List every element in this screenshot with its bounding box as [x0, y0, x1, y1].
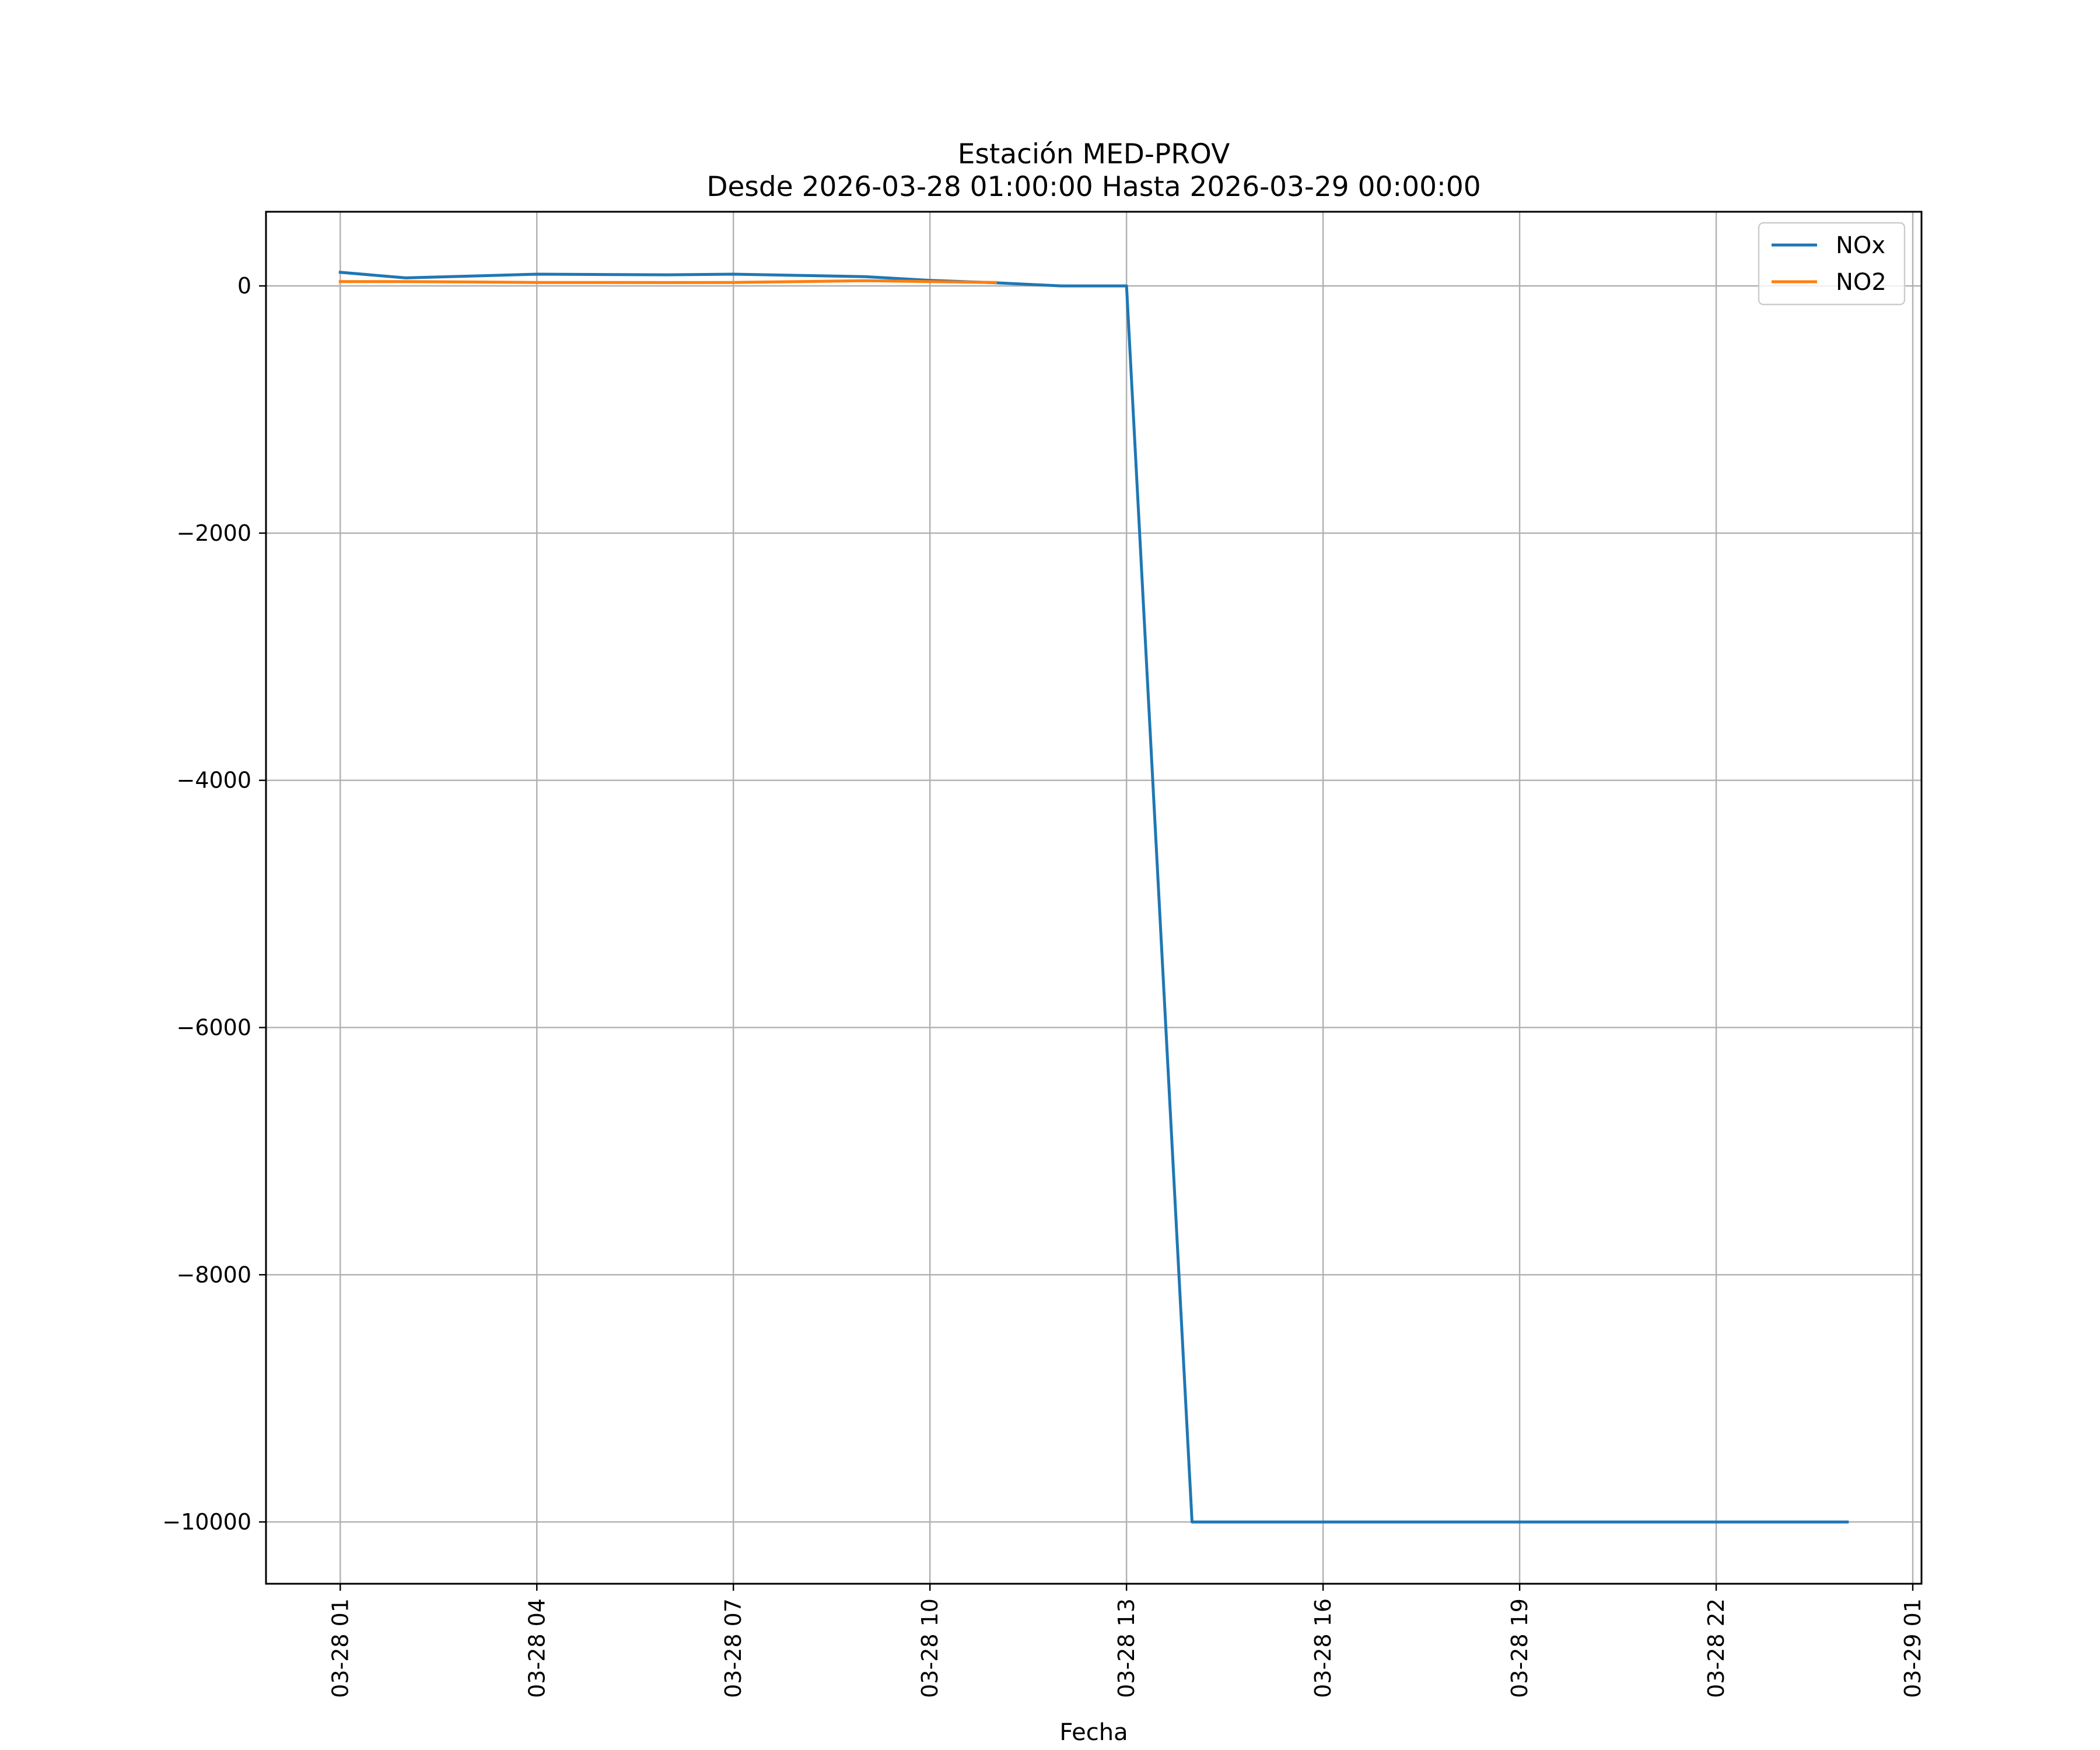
grid-lines [266, 212, 1922, 1584]
legend-label-nox: NOx [1836, 232, 1885, 259]
legend: NOx NO2 [1758, 222, 1906, 306]
chart-subtitle: Desde 2026-03-28 01:00:00 Hasta 2026-03-… [706, 171, 1480, 203]
x-tick-label: 03-28 16 [1310, 1598, 1336, 1698]
x-axis-ticks: 03-28 01 03-28 04 03-28 07 03-28 10 03-28 13… [327, 1584, 1926, 1698]
x-tick-label: 03-28 04 [524, 1598, 550, 1698]
y-tick-label: 0 [237, 273, 251, 299]
series-line-nox [338, 271, 1849, 1524]
y-tick-label: −10000 [162, 1509, 251, 1535]
legend-box [1758, 222, 1906, 306]
plot-area-frame [265, 211, 1923, 1585]
y-tick-label: −2000 [176, 520, 251, 546]
series-lines [338, 271, 1849, 1524]
x-tick-label: 03-28 22 [1703, 1598, 1729, 1698]
y-tick-label: −6000 [176, 1014, 251, 1040]
x-tick-label: 03-29 01 [1900, 1598, 1926, 1698]
x-tick-label: 03-28 01 [327, 1598, 353, 1698]
y-tick-label: −4000 [176, 768, 251, 793]
x-tick-label: 03-28 07 [720, 1598, 746, 1698]
x-tick-label: 03-28 13 [1114, 1598, 1139, 1698]
series-line-no2 [338, 279, 998, 284]
legend-label-no2: NO2 [1836, 269, 1887, 296]
x-tick-label: 03-28 10 [917, 1598, 943, 1698]
x-axis-label: Fecha [1059, 1719, 1128, 1746]
y-axis-ticks: 0 −2000 −4000 −6000 −8000 −10000 [162, 273, 266, 1535]
chart-title: Estación MED-PROV [958, 138, 1230, 170]
y-tick-label: −8000 [176, 1262, 251, 1287]
x-tick-label: 03-28 19 [1507, 1598, 1532, 1698]
